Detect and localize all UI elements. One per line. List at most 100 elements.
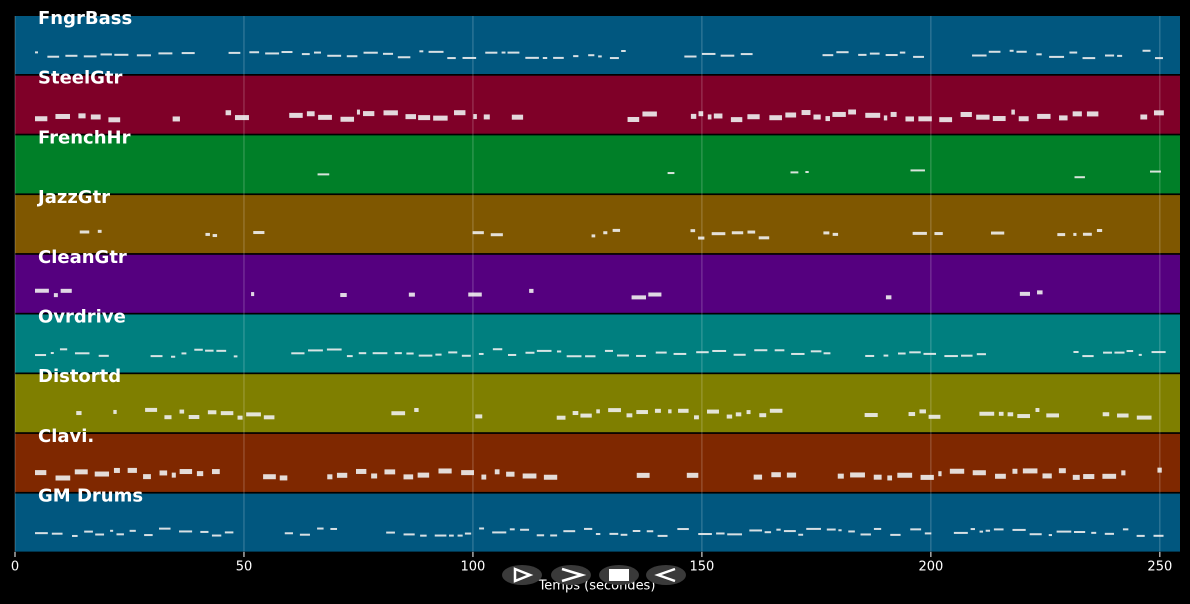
- x-tick-label: 50: [236, 560, 253, 575]
- note: [434, 534, 447, 537]
- note: [490, 233, 503, 237]
- note: [920, 474, 934, 480]
- note: [408, 292, 415, 297]
- note: [171, 355, 176, 358]
- note: [1035, 407, 1040, 412]
- x-tick-label: 200: [918, 560, 943, 575]
- note: [506, 471, 515, 477]
- note: [194, 348, 203, 351]
- note: [566, 355, 582, 358]
- note: [520, 528, 530, 531]
- note: [667, 172, 675, 175]
- note: [447, 57, 456, 60]
- note: [988, 50, 1001, 53]
- note: [991, 231, 1005, 235]
- note: [899, 51, 906, 54]
- note: [1029, 533, 1042, 536]
- note: [55, 475, 71, 481]
- note: [654, 408, 661, 413]
- note: [604, 349, 613, 352]
- note: [883, 115, 888, 121]
- note: [1157, 467, 1162, 473]
- note: [494, 469, 500, 475]
- note: [1042, 473, 1052, 479]
- note: [529, 288, 534, 293]
- note: [627, 116, 640, 122]
- note: [384, 469, 396, 475]
- note: [890, 533, 901, 536]
- note: [462, 56, 477, 59]
- note: [603, 231, 608, 235]
- note: [869, 52, 880, 55]
- note: [769, 115, 782, 121]
- note: [314, 51, 321, 54]
- note: [438, 468, 452, 474]
- note: [383, 110, 398, 116]
- note: [279, 475, 288, 481]
- note: [698, 111, 704, 117]
- tracks: [15, 16, 1180, 552]
- note: [596, 409, 600, 414]
- x-tick-label: 250: [1147, 560, 1172, 575]
- note: [363, 111, 375, 117]
- note: [731, 231, 744, 235]
- note: [327, 54, 342, 57]
- note: [246, 412, 261, 417]
- note: [553, 56, 564, 59]
- note: [475, 414, 483, 419]
- note: [435, 353, 442, 356]
- note: [1117, 413, 1129, 418]
- note: [1155, 57, 1163, 60]
- note: [1086, 111, 1099, 117]
- note: [433, 115, 448, 121]
- note: [960, 111, 972, 117]
- note: [785, 112, 797, 118]
- note: [850, 472, 865, 478]
- note: [355, 468, 367, 474]
- note: [454, 110, 466, 116]
- note: [621, 49, 626, 52]
- note: [113, 467, 120, 473]
- note: [113, 409, 117, 414]
- note: [468, 292, 482, 297]
- note: [179, 469, 193, 475]
- note: [207, 410, 217, 415]
- rewind-button[interactable]: [646, 565, 686, 585]
- x-axis: 0 50 100 150 200 250: [11, 552, 1172, 575]
- note: [764, 531, 772, 534]
- note: [301, 53, 310, 56]
- note: [636, 472, 650, 478]
- note: [919, 409, 926, 414]
- note: [265, 52, 280, 55]
- play-button[interactable]: [502, 565, 542, 585]
- note: [972, 470, 986, 476]
- note: [686, 472, 699, 478]
- note: [522, 473, 537, 479]
- note: [1114, 351, 1125, 354]
- note: [769, 408, 783, 413]
- note: [525, 351, 535, 354]
- note: [612, 228, 621, 232]
- note: [759, 413, 767, 418]
- note: [116, 533, 124, 536]
- note: [461, 470, 474, 476]
- note: [371, 473, 378, 479]
- stop-icon: [609, 569, 629, 581]
- note: [608, 408, 621, 413]
- note: [1037, 113, 1051, 119]
- note: [55, 113, 70, 119]
- note: [306, 111, 315, 117]
- note: [791, 352, 805, 355]
- note: [51, 532, 63, 535]
- note: [211, 534, 222, 537]
- note: [720, 54, 735, 57]
- note: [1058, 468, 1066, 474]
- note: [609, 57, 619, 60]
- playback-controls: [502, 565, 686, 585]
- note: [1073, 232, 1077, 236]
- note: [158, 52, 173, 55]
- note: [100, 53, 112, 56]
- forward-button[interactable]: [551, 565, 591, 585]
- note: [810, 350, 822, 353]
- note: [838, 529, 842, 532]
